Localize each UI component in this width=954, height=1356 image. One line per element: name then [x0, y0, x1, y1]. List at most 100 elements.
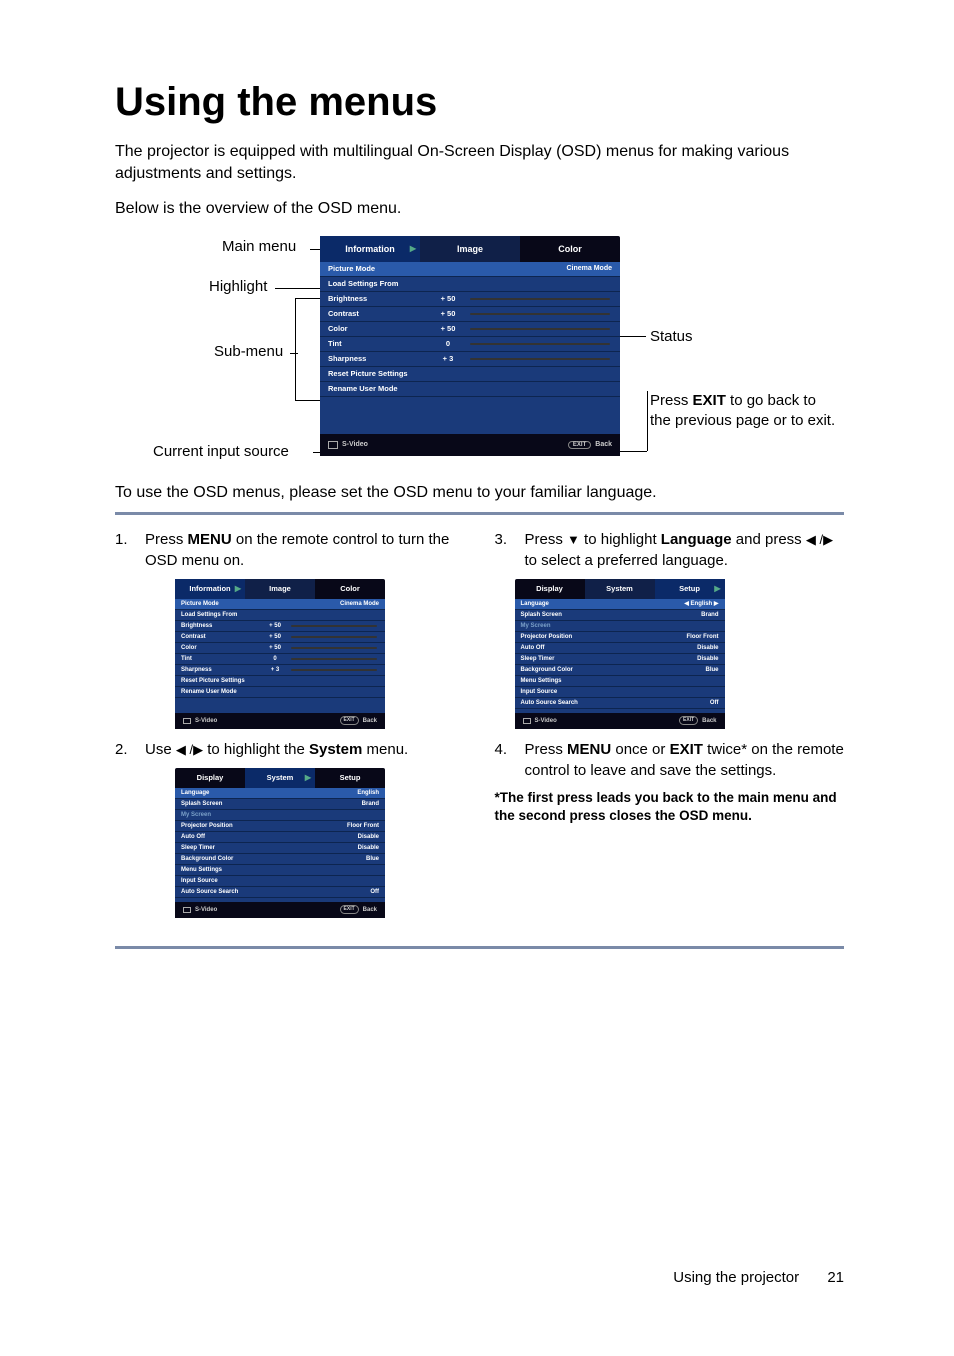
osd-row: Color+ 50 — [175, 643, 385, 654]
label-status: Status — [650, 328, 693, 345]
osd-row: Reset Picture Settings — [320, 367, 620, 382]
osd-row: Load Settings From — [175, 610, 385, 621]
left-column: 1. Press MENU on the remote control to t… — [115, 529, 465, 928]
s1-pre: Press — [145, 531, 188, 548]
osd-row: Tint0 — [175, 654, 385, 665]
down-arrow-icon: ▼ — [567, 531, 580, 549]
exit-bold: EXIT — [693, 392, 726, 409]
left-right-arrow-icon: ◀ /▶ — [806, 531, 833, 549]
s4-mid: once or — [611, 741, 669, 758]
footer-text: Using the projector — [673, 1269, 799, 1286]
right-column: 3. Press ▼ to highlight Language and pre… — [495, 529, 845, 928]
osd-row: Reset Picture Settings — [175, 676, 385, 687]
osd-tab: Display — [515, 579, 585, 599]
step-2: 2. Use ◀ /▶ to highlight the System menu… — [115, 739, 465, 760]
intro-text: The projector is equipped with multiling… — [115, 141, 844, 186]
page-number: 21 — [827, 1269, 844, 1286]
label-main-menu: Main menu — [222, 238, 296, 255]
s4-b2: EXIT — [670, 741, 703, 758]
s1-b: MENU — [188, 531, 232, 548]
divider — [115, 946, 844, 949]
osd-row: LanguageEnglish — [175, 788, 385, 799]
label-current-input: Current input source — [153, 443, 289, 460]
osd-row: Sharpness+ 3 — [320, 352, 620, 367]
s3-mid2: and press — [732, 531, 806, 548]
osd-row: Sharpness+ 3 — [175, 665, 385, 676]
left-right-arrow-icon: ◀ /▶ — [176, 741, 203, 759]
label-highlight: Highlight — [209, 278, 267, 295]
osd-row: Input Source — [175, 876, 385, 887]
osd-tab: Information▶ — [320, 236, 420, 262]
osd-main-screenshot: Information▶ImageColorPicture ModeCinema… — [320, 236, 620, 456]
osd-footer: S-VideoEXITBack — [175, 713, 385, 729]
osd-row: Auto OffDisable — [175, 832, 385, 843]
osd-row: Menu Settings — [175, 865, 385, 876]
s2-pre: Use — [145, 741, 176, 758]
osd-tab: Display — [175, 768, 245, 788]
s3-post: to select a preferred language. — [525, 552, 728, 569]
osd-row: Picture ModeCinema Mode — [175, 599, 385, 610]
step-3-num: 3. — [495, 529, 525, 571]
page-footer: Using the projector 21 — [673, 1269, 844, 1286]
osd-row: Sleep TimerDisable — [515, 654, 725, 665]
step-4: 4. Press MENU once or EXIT twice* on the… — [495, 739, 845, 781]
osd-row: Auto OffDisable — [515, 643, 725, 654]
osd-tab: System — [585, 579, 655, 599]
osd-row: Splash ScreenBrand — [175, 799, 385, 810]
osd-tab: System▶ — [245, 768, 315, 788]
s2-mid: to highlight the — [203, 741, 309, 758]
exit-pre: Press — [650, 392, 693, 409]
osd-footer: S-VideoEXITBack — [320, 434, 620, 456]
osd-row: Rename User Mode — [320, 382, 620, 397]
osd-row: Projector PositionFloor Front — [175, 821, 385, 832]
osd-row: Menu Settings — [515, 676, 725, 687]
osd-row: Input Source — [515, 687, 725, 698]
step-1: 1. Press MENU on the remote control to t… — [115, 529, 465, 571]
osd-row: Picture ModeCinema Mode — [320, 262, 620, 277]
osd-row: Projector PositionFloor Front — [515, 632, 725, 643]
osd-overview-diagram: Main menu Highlight Sub-menu Current inp… — [115, 236, 844, 466]
osd-row: Auto Source SearchOff — [175, 887, 385, 898]
osd-row: Background ColorBlue — [515, 665, 725, 676]
osd-step2-screenshot: DisplaySystem▶SetupLanguageEnglishSplash… — [175, 768, 385, 918]
step-1-num: 1. — [115, 529, 145, 571]
osd-step1-screenshot: Information▶ImageColorPicture ModeCinema… — [175, 579, 385, 729]
s4-b: MENU — [567, 741, 611, 758]
page-title: Using the menus — [115, 80, 844, 125]
osd-row: Background ColorBlue — [175, 854, 385, 865]
osd-tab: Setup — [315, 768, 385, 788]
osd-footer: S-VideoEXITBack — [175, 902, 385, 918]
osd-row: Brightness+ 50 — [175, 621, 385, 632]
s2-b: System — [309, 741, 362, 758]
overview-caption: Below is the overview of the OSD menu. — [115, 200, 844, 218]
mid-text: To use the OSD menus, please set the OSD… — [115, 484, 844, 502]
osd-footer: S-VideoEXITBack — [515, 713, 725, 729]
osd-row: My Screen — [515, 621, 725, 632]
osd-tab: Color — [520, 236, 620, 262]
step-2-num: 2. — [115, 739, 145, 760]
osd-tab: Image — [245, 579, 315, 599]
osd-tab: Image — [420, 236, 520, 262]
osd-step3-screenshot: DisplaySystemSetup▶Language◀ English ▶Sp… — [515, 579, 725, 729]
label-press-exit: Press EXIT to go back to the previous pa… — [650, 391, 840, 432]
s3-mid: to highlight — [580, 531, 661, 548]
osd-row: Rename User Mode — [175, 687, 385, 698]
osd-row: Brightness+ 50 — [320, 292, 620, 307]
step-4-num: 4. — [495, 739, 525, 781]
osd-row: Tint0 — [320, 337, 620, 352]
s4-pre: Press — [525, 741, 568, 758]
osd-row: Load Settings From — [320, 277, 620, 292]
osd-row: Color+ 50 — [320, 322, 620, 337]
osd-row: Contrast+ 50 — [175, 632, 385, 643]
s3-pre: Press — [525, 531, 568, 548]
osd-row: Language◀ English ▶ — [515, 599, 725, 610]
footnote: *The first press leads you back to the m… — [495, 789, 845, 825]
divider — [115, 512, 844, 515]
osd-row: Splash ScreenBrand — [515, 610, 725, 621]
osd-row: Auto Source SearchOff — [515, 698, 725, 709]
osd-tab: Information▶ — [175, 579, 245, 599]
osd-tab: Color — [315, 579, 385, 599]
label-sub-menu: Sub-menu — [214, 343, 283, 360]
osd-tab: Setup▶ — [655, 579, 725, 599]
osd-row: My Screen — [175, 810, 385, 821]
